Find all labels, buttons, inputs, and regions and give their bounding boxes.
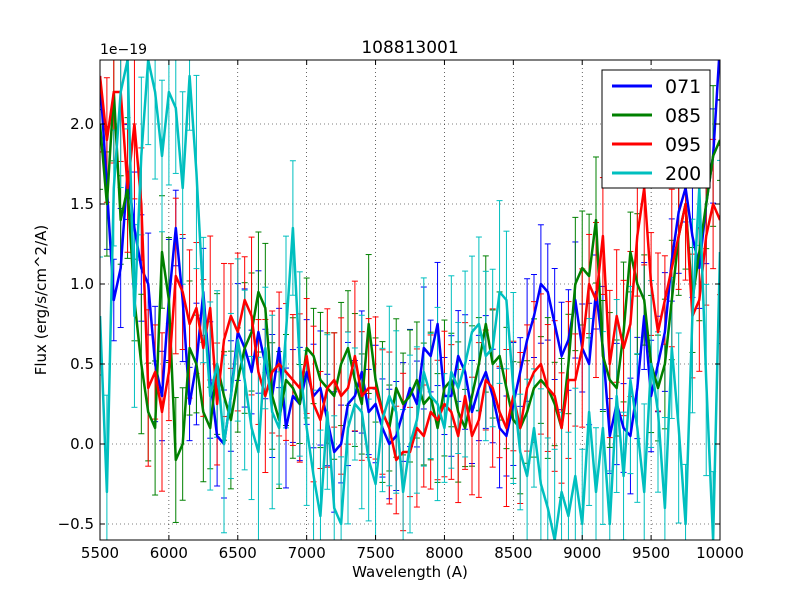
y-tick-label: 1.0 xyxy=(70,275,94,293)
series-line-200 xyxy=(100,60,720,540)
y-tick-label: 1.5 xyxy=(70,195,94,213)
axis-ticks: 5500 6000 6500 7000 7500 8000 8500 9000 9500 1000… xyxy=(58,60,744,562)
legend-label-200: 200 xyxy=(665,163,701,185)
y-tick-label: 2.0 xyxy=(70,115,94,133)
series-layer xyxy=(100,60,720,540)
legend-label-085: 085 xyxy=(665,105,701,127)
x-tick-label: 5500 xyxy=(81,544,119,562)
x-tick-label: 8000 xyxy=(425,544,463,562)
y-tick-label: −0.5 xyxy=(58,515,94,533)
x-tick-label: 10000 xyxy=(696,544,744,562)
x-tick-label: 9500 xyxy=(632,544,670,562)
x-tick-label: 9000 xyxy=(563,544,601,562)
plot-frame xyxy=(99,59,721,541)
legend-label-071: 071 xyxy=(665,76,701,98)
x-tick-label: 6000 xyxy=(150,544,188,562)
y-offset-label: 1e−19 xyxy=(100,42,147,58)
chart-title: 108813001 xyxy=(361,38,458,58)
y-axis-label: Flux (erg/s/cm^2/A) xyxy=(32,225,50,376)
x-axis-label: Wavelength (A) xyxy=(352,563,468,581)
y-tick-label: 0.0 xyxy=(70,435,94,453)
legend: 071 085 095 200 xyxy=(601,69,711,189)
x-tick-label: 7000 xyxy=(288,544,326,562)
x-tick-label: 6500 xyxy=(219,544,257,562)
legend-label-095: 095 xyxy=(665,134,701,156)
y-tick-label: 0.5 xyxy=(70,355,94,373)
x-tick-label: 7500 xyxy=(356,544,394,562)
legend-box xyxy=(601,69,711,189)
x-tick-label: 8500 xyxy=(494,544,532,562)
series-line-085 xyxy=(100,90,720,462)
